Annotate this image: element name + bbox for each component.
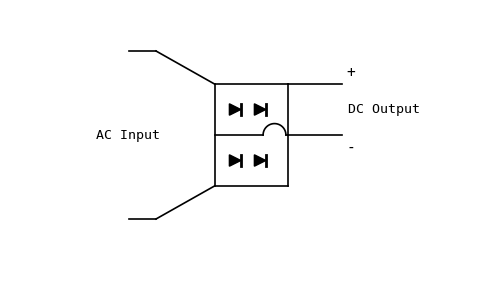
Polygon shape bbox=[229, 104, 241, 115]
Text: -: - bbox=[347, 140, 355, 154]
Polygon shape bbox=[254, 104, 266, 115]
Polygon shape bbox=[229, 155, 241, 166]
Text: AC Input: AC Input bbox=[96, 128, 160, 142]
Polygon shape bbox=[254, 155, 266, 166]
Text: +: + bbox=[347, 64, 355, 80]
Text: DC Output: DC Output bbox=[348, 103, 420, 116]
